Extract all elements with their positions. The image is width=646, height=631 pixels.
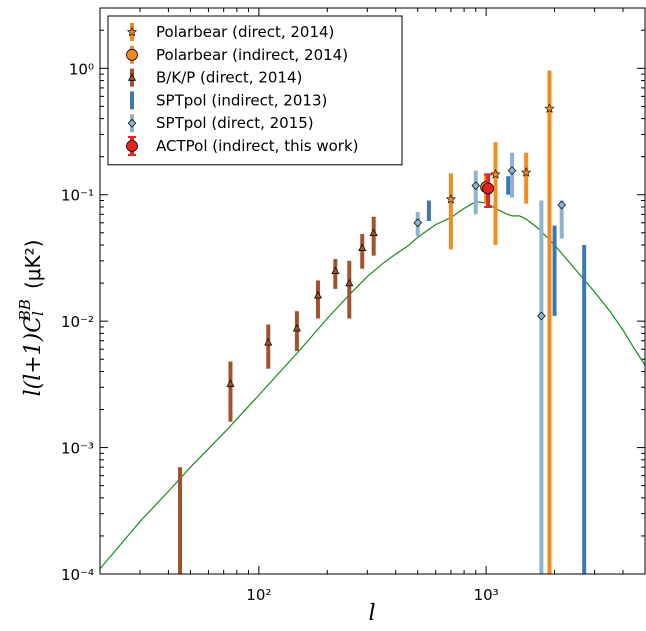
data-point: [358, 243, 367, 252]
data-point: [537, 311, 546, 321]
data-point: [490, 168, 501, 179]
legend-label: Polarbear (indirect, 2014): [156, 46, 348, 64]
y-tick-label: 10⁻²: [61, 313, 94, 331]
legend-label: B/K/P (direct, 2014): [156, 69, 302, 87]
legend-label: ACTPol (indirect, this work): [156, 137, 359, 155]
legend-label: SPTpol (indirect, 2013): [156, 91, 327, 109]
data-point: [413, 218, 423, 228]
series-0: [445, 70, 555, 574]
x-tick-label: 10³: [474, 586, 499, 604]
series-5: [482, 173, 494, 208]
data-point: [345, 278, 354, 287]
y-tick-label: 10⁻⁴: [61, 566, 94, 584]
legend-label: SPTpol (direct, 2015): [156, 114, 314, 132]
legend-item: SPTpol (direct, 2015): [127, 114, 314, 133]
data-point: [369, 228, 378, 236]
svg-text:l(l+1)ClBB(μK²): l(l+1)ClBB (μK²): [16, 240, 48, 397]
y-tick-label: 10⁰: [69, 60, 94, 78]
legend-item: ACTPol (indirect, this work): [126, 136, 359, 156]
y-axis-title-main: l(l+1)C: [21, 316, 46, 397]
data-point: [177, 583, 184, 589]
data-point: [471, 181, 481, 190]
y-tick-label: 10⁻¹: [61, 187, 94, 205]
legend-item: B/K/P (direct, 2014): [127, 68, 302, 87]
data-point: [482, 182, 494, 195]
legend: Polarbear (direct, 2014) Polarbear (indir…: [107, 15, 403, 166]
data-point: [521, 167, 532, 177]
legend-swatch-marker: [126, 140, 138, 152]
data-point: [507, 166, 517, 175]
y-axis-title-sub: l: [29, 311, 47, 316]
legend-label: Polarbear (direct, 2014): [156, 23, 334, 41]
axis-ticks: 10² 10³ 10⁻⁴ 10⁻³ 10⁻² 10⁻¹ 10⁰: [61, 7, 646, 604]
legend-item: SPTpol (indirect, 2013): [130, 91, 327, 110]
series-3: [426, 176, 587, 574]
y-tick-label: 10⁻³: [61, 440, 94, 458]
legend-swatch-marker: [126, 48, 138, 61]
data-point: [445, 193, 457, 204]
legend-swatch-marker: [127, 118, 137, 128]
data-point: [544, 103, 555, 113]
data-point: [331, 266, 340, 275]
y-axis-title-sup: BB: [16, 299, 34, 322]
legend-item: Polarbear (indirect, 2014): [126, 45, 348, 64]
plot-frame: [99, 7, 646, 575]
data-point: [313, 291, 323, 299]
legend-swatch-marker: [127, 73, 137, 81]
series-4: [413, 152, 566, 574]
series-2: [177, 216, 378, 589]
x-tick-label: 10²: [246, 586, 271, 604]
legend-box: [107, 15, 403, 166]
legend-item: Polarbear (direct, 2014): [126, 23, 334, 41]
data-point: [264, 338, 273, 346]
x-axis-title: l: [368, 601, 375, 626]
legend-swatch-marker: [126, 26, 138, 37]
data-point: [557, 200, 566, 210]
data-point: [292, 323, 301, 332]
y-axis-title-unit: (μK²): [21, 240, 45, 289]
data-points-layer: [177, 70, 587, 589]
data-point: [226, 379, 235, 387]
y-axis-title: l(l+1)ClBB (μK²): [16, 240, 48, 397]
